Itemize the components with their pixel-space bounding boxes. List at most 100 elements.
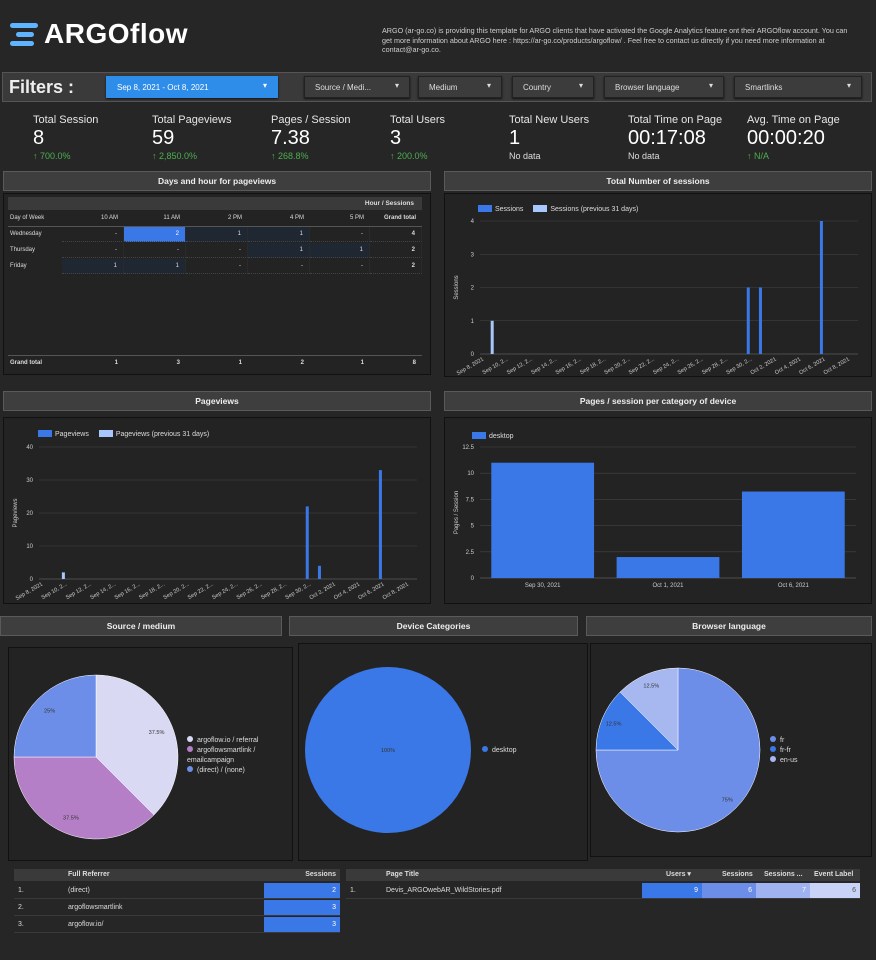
legend-swatch	[533, 205, 548, 212]
table-cell: -	[186, 259, 248, 274]
column-header: Day of Week	[10, 215, 45, 221]
bar	[746, 287, 750, 354]
column-header[interactable]: Full Referrer	[68, 871, 110, 878]
legend-label: Pageviews	[55, 431, 89, 438]
slice-label: 37.5%	[63, 816, 79, 822]
x-tick-label: Oct 2, 2021	[309, 582, 337, 602]
page-title-table: Page Title Users ▾ Sessions Sessions ...…	[346, 869, 860, 903]
column-header[interactable]: Page Title	[386, 871, 419, 878]
kpi-total-time-on-page: Total Time on Page 00:17:08 No data	[628, 114, 722, 161]
column-header[interactable]: Sessions	[722, 871, 753, 878]
legend-swatch	[98, 430, 113, 437]
date-range-value: Sep 8, 2021 - Oct 8, 2021	[117, 83, 209, 92]
legend-item: fr-fr	[770, 746, 798, 756]
table-row[interactable]: 1. (direct) 2	[14, 883, 340, 899]
legend-label: fr	[780, 737, 785, 744]
table-cell: -	[248, 259, 310, 274]
heat-table-caption: Hour / Sessions	[8, 197, 422, 210]
kpi-avg-time-on-page: Avg. Time on Page 00:00:20 ↑ N/A	[747, 114, 840, 161]
table-row[interactable]: 1. Devis_ARGOwebAR_WildStories.pdf 9 6 7…	[346, 883, 860, 899]
smartlinks-filter[interactable]: Smartlinks ▾	[734, 76, 862, 98]
browser-language-header: Browser language	[586, 616, 872, 636]
date-range-filter[interactable]: Sep 8, 2021 - Oct 8, 2021 ▾	[106, 76, 278, 98]
slice-label: 25%	[44, 709, 55, 715]
bar	[616, 557, 720, 578]
x-tick-label: Sep 26, 2...	[677, 356, 705, 376]
kpi-title: Pages / Session	[271, 114, 351, 126]
legend-item: fr	[770, 736, 798, 746]
legend-dot	[770, 746, 776, 752]
column-header-sorted[interactable]: Users ▾	[666, 871, 691, 878]
bar	[819, 221, 823, 354]
event-label-value: 6	[810, 883, 860, 898]
table-row[interactable]: 2. argoflowsmartlink 3	[14, 900, 340, 916]
table-cell: 2	[300, 360, 304, 366]
x-tick-label: Sep 28, 2...	[701, 356, 729, 376]
table-row[interactable]: 3. argoflow.io/ 3	[14, 917, 340, 933]
column-header[interactable]: Sessions ...	[764, 871, 803, 878]
y-tick-label: 0	[30, 577, 34, 583]
legend-dot	[770, 756, 776, 762]
bar	[378, 470, 382, 579]
y-tick-label: 40	[26, 445, 33, 451]
x-tick-label: Sep 14, 2...	[89, 581, 117, 601]
bar	[61, 572, 65, 579]
kpi-title: Total Session	[33, 114, 99, 126]
table-row: Thursday - - - 1 1 2	[8, 243, 422, 259]
y-tick-label: 4	[471, 219, 475, 225]
slice-label: 12.5%	[606, 721, 622, 727]
medium-label: Medium	[429, 83, 458, 92]
kpi-total-pageviews: Total Pageviews 59 ↑ 2,850.0%	[152, 114, 232, 161]
kpi-value: 3	[390, 127, 402, 149]
kpi-value: 1	[509, 127, 521, 149]
legend-label: Sessions (previous 31 days)	[550, 206, 639, 213]
column-header: 4 PM	[289, 215, 304, 221]
chevron-down-icon: ▾	[486, 81, 491, 90]
x-tick-label: Sep 14, 2...	[530, 356, 558, 376]
sessions-value: 3	[332, 921, 336, 928]
x-tick-label: Sep 30, 2...	[284, 581, 312, 601]
x-tick-label: Sep 16, 2...	[555, 356, 583, 376]
row-index: 3.	[18, 921, 24, 928]
column-header: 2 PM	[227, 215, 242, 221]
x-tick-label: Oct 4, 2021	[774, 357, 802, 377]
kpi-title: Total Time on Page	[628, 114, 723, 126]
row-label: Thursday	[10, 247, 36, 253]
chevron-down-icon: ▾	[262, 81, 267, 90]
pageviews-chart-panel	[3, 417, 431, 604]
column-header: 11 AM	[163, 215, 180, 221]
table-cell: -	[186, 243, 248, 258]
kpi-title: Total Pageviews	[152, 114, 232, 126]
bar	[490, 320, 494, 354]
browser-language-filter[interactable]: Browser language ▾	[604, 76, 724, 98]
source-medium-filter[interactable]: Source / Medi... ▾	[304, 76, 410, 98]
slice-label: 100%	[381, 748, 395, 754]
table-cell: 1	[248, 227, 310, 242]
column-header[interactable]: Event Label	[814, 871, 854, 878]
kpi-value: 8	[33, 127, 45, 149]
legend-label: Sessions	[495, 206, 524, 213]
pageviews-header: Pageviews	[3, 391, 431, 411]
legend-swatch	[472, 432, 486, 439]
bar	[491, 462, 595, 578]
country-filter[interactable]: Country ▾	[512, 76, 594, 98]
kpi-delta: ↑ 2,850.0%	[152, 151, 198, 161]
sessions-value: 3	[332, 904, 336, 911]
row-label: Friday	[10, 263, 27, 269]
table-cell: 2	[370, 259, 422, 274]
table-cell: 1	[62, 259, 124, 274]
table-cell: 2	[370, 243, 422, 258]
y-tick-label: 2	[471, 286, 475, 292]
table-cell: 2	[124, 227, 186, 242]
slice-label: 37.5%	[149, 730, 165, 736]
sessions-value: 2	[332, 887, 336, 894]
medium-filter[interactable]: Medium ▾	[418, 76, 502, 98]
y-tick-label: 5	[471, 524, 475, 530]
table-cell: 1	[186, 227, 248, 242]
table-row: Wednesday - 2 1 1 - 4	[8, 227, 422, 243]
x-tick-label: Sep 30, 2...	[725, 356, 753, 376]
x-tick-label: Sep 26, 2...	[236, 581, 264, 601]
x-tick-label: Sep 12, 2...	[65, 581, 93, 601]
column-header[interactable]: Sessions	[305, 871, 336, 878]
